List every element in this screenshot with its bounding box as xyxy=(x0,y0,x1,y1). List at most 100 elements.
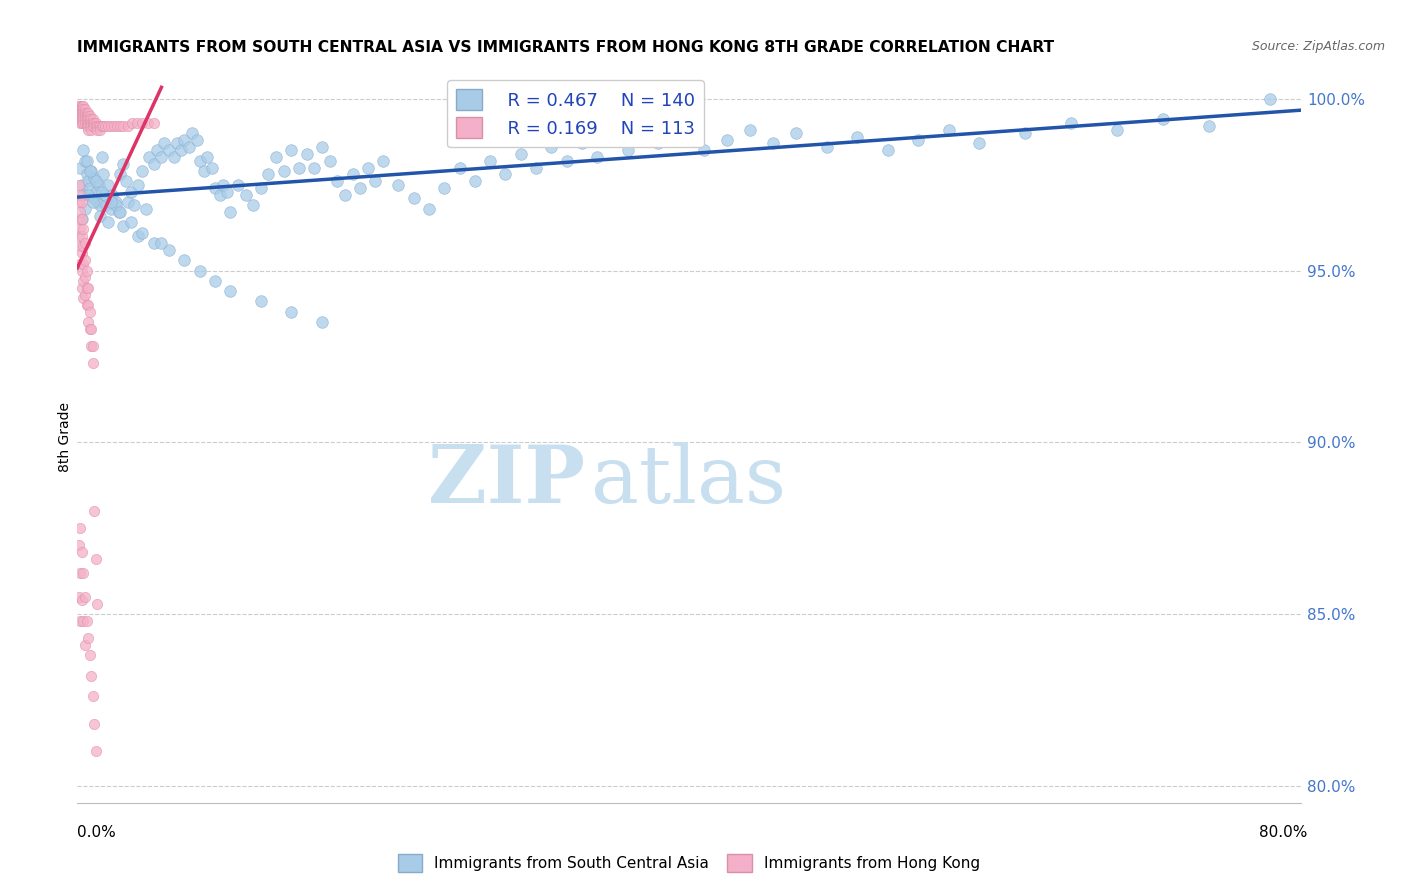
Point xyxy=(173,133,195,147)
Point xyxy=(72,257,94,271)
Point xyxy=(201,161,224,175)
Point xyxy=(357,161,380,175)
Point xyxy=(70,281,93,295)
Point xyxy=(73,105,96,120)
Point xyxy=(82,356,104,370)
Point xyxy=(76,120,98,134)
Point xyxy=(288,161,311,175)
Point xyxy=(69,614,91,628)
Point xyxy=(87,120,110,134)
Point xyxy=(79,116,101,130)
Point xyxy=(1060,116,1083,130)
Point xyxy=(76,298,98,312)
Point xyxy=(76,263,98,277)
Text: ZIP: ZIP xyxy=(427,442,585,520)
Point xyxy=(69,105,91,120)
Point xyxy=(762,136,785,151)
Point xyxy=(77,116,100,130)
Point xyxy=(79,304,101,318)
Point xyxy=(80,120,103,134)
Point xyxy=(84,185,107,199)
Point xyxy=(418,202,440,216)
Point xyxy=(70,263,93,277)
Point xyxy=(211,178,233,192)
Point xyxy=(77,109,100,123)
Point xyxy=(371,153,394,168)
Point xyxy=(186,133,208,147)
Point xyxy=(242,198,264,212)
Point xyxy=(67,178,90,192)
Point xyxy=(69,205,91,219)
Point xyxy=(100,194,122,209)
Point xyxy=(571,136,593,151)
Point xyxy=(77,112,100,127)
Point xyxy=(77,298,100,312)
Point xyxy=(97,178,120,192)
Point xyxy=(94,120,117,134)
Y-axis label: 8th Grade: 8th Grade xyxy=(58,402,72,472)
Point xyxy=(83,504,105,518)
Point xyxy=(1014,126,1036,140)
Point xyxy=(73,153,96,168)
Point xyxy=(77,105,100,120)
Point xyxy=(97,215,120,229)
Point xyxy=(219,205,242,219)
Point xyxy=(70,109,93,123)
Point xyxy=(693,144,716,158)
Point xyxy=(80,112,103,127)
Point xyxy=(72,291,94,305)
Point xyxy=(100,202,122,216)
Point xyxy=(716,133,738,147)
Point xyxy=(157,243,180,257)
Point xyxy=(280,304,302,318)
Point xyxy=(72,105,94,120)
Point xyxy=(69,521,91,535)
Point xyxy=(76,116,98,130)
Point xyxy=(80,339,103,353)
Point xyxy=(349,181,371,195)
Point xyxy=(104,198,127,212)
Point xyxy=(112,157,135,171)
Point xyxy=(273,164,295,178)
Point xyxy=(69,257,91,271)
Point xyxy=(72,188,94,202)
Point xyxy=(326,174,349,188)
Point xyxy=(90,150,112,164)
Point xyxy=(70,102,93,116)
Point xyxy=(77,631,100,645)
Point xyxy=(69,109,91,123)
Point xyxy=(73,253,96,268)
Point xyxy=(295,146,318,161)
Point xyxy=(311,140,333,154)
Point xyxy=(86,194,108,209)
Point xyxy=(84,120,107,134)
Point xyxy=(79,648,101,662)
Point xyxy=(785,126,807,140)
Point xyxy=(76,281,98,295)
Point xyxy=(70,212,93,227)
Point xyxy=(96,198,118,212)
Point xyxy=(586,150,609,164)
Point xyxy=(69,239,91,253)
Point xyxy=(120,185,142,199)
Point xyxy=(495,167,517,181)
Point xyxy=(82,120,104,134)
Point xyxy=(90,185,112,199)
Point xyxy=(115,174,138,188)
Point xyxy=(77,174,100,188)
Point xyxy=(80,322,103,336)
Point xyxy=(142,235,165,250)
Point xyxy=(540,140,562,154)
Point xyxy=(89,198,111,212)
Point xyxy=(67,212,90,227)
Point xyxy=(89,122,111,136)
Point xyxy=(166,136,188,151)
Point xyxy=(73,202,96,216)
Point xyxy=(72,109,94,123)
Point xyxy=(250,294,273,309)
Point xyxy=(76,167,98,181)
Point xyxy=(70,545,93,559)
Point xyxy=(104,194,127,209)
Point xyxy=(204,181,226,195)
Point xyxy=(82,194,104,209)
